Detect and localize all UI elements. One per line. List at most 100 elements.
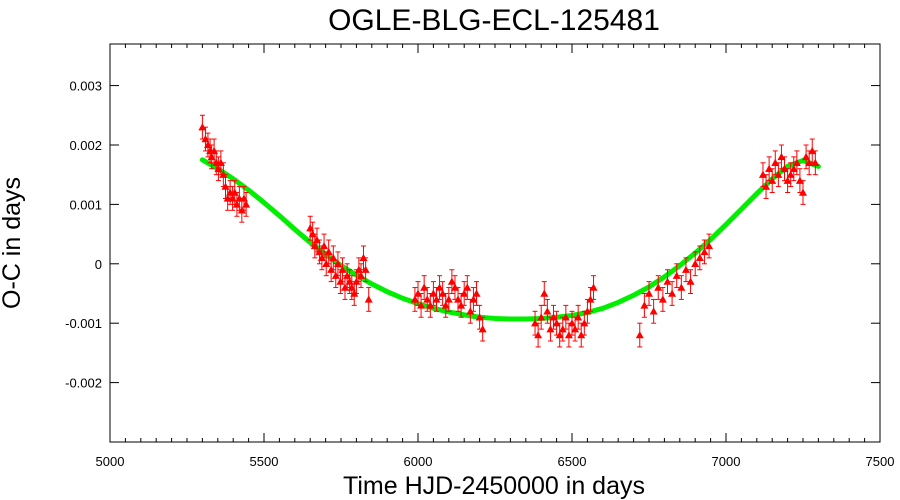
data-point: [795, 168, 804, 194]
data-point: [580, 310, 589, 336]
data-point: [677, 275, 686, 300]
triangle-marker: [695, 253, 704, 262]
data-point: [338, 257, 347, 283]
data-point: [786, 162, 795, 188]
triangle-marker: [580, 319, 589, 327]
triangle-marker: [320, 241, 329, 250]
data-point: [420, 275, 429, 300]
data-point: [469, 287, 478, 312]
y-tick-label: -0.002: [65, 376, 102, 391]
triangle-marker: [564, 331, 573, 339]
triangle-marker: [802, 152, 811, 161]
triangle-marker: [534, 331, 543, 339]
triangle-marker: [668, 289, 677, 297]
triangle-marker: [432, 295, 441, 303]
data-point: [534, 322, 543, 348]
data-point: [774, 162, 783, 188]
triangle-marker: [558, 325, 567, 333]
triangle-marker: [333, 259, 342, 267]
triangle-marker: [357, 271, 366, 279]
data-point: [695, 245, 704, 271]
data-point: [635, 322, 644, 348]
triangle-marker: [435, 283, 444, 291]
data-point: [645, 281, 653, 306]
data-point: [668, 281, 677, 306]
data-point: [361, 257, 370, 283]
triangle-marker: [426, 301, 435, 309]
triangle-marker: [705, 241, 714, 250]
data-point: [198, 114, 207, 140]
plot-frame: [109, 43, 881, 443]
triangle-marker: [555, 331, 564, 339]
labels-layer: 5000 5500 6000 6500 7000 7500 -0.002 -0.001 0 0.0…: [65, 79, 894, 469]
x-axis-title: Time HJD-2450000 in days: [343, 472, 645, 500]
triangle-marker: [649, 307, 658, 315]
data-point: [768, 168, 777, 194]
triangle-marker: [454, 295, 463, 303]
x-tick-label: 7500: [866, 454, 895, 469]
data-point: [663, 269, 672, 294]
data-point: [561, 304, 570, 330]
triangle-marker: [672, 271, 681, 279]
data-point: [329, 245, 338, 271]
triangle-marker: [423, 295, 432, 303]
triangle-marker: [531, 319, 540, 327]
triangle-marker: [444, 295, 453, 303]
data-point: [789, 156, 798, 182]
x-tick-label: 5000: [96, 454, 125, 469]
y-axis-title: O-C in days: [0, 177, 26, 309]
data-point: [457, 292, 466, 318]
triangle-marker: [658, 295, 667, 303]
ticks-layer: [109, 44, 881, 442]
x-tick-label: 7000: [712, 454, 741, 469]
triangle-marker: [198, 123, 207, 131]
data-point: [555, 322, 564, 348]
triangle-marker: [768, 176, 777, 184]
data-point: [799, 180, 807, 205]
triangle-marker: [568, 319, 576, 327]
triangle-marker: [762, 182, 771, 190]
triangle-marker: [589, 283, 598, 291]
data-point: [765, 156, 774, 182]
triangle-marker: [478, 325, 487, 333]
triangle-marker: [429, 289, 438, 297]
data-point: [792, 150, 801, 176]
triangle-marker: [640, 301, 649, 309]
data-point: [700, 239, 709, 265]
data-point: [444, 287, 453, 312]
data-point: [777, 144, 786, 170]
triangle-marker: [537, 313, 546, 321]
data-point: [808, 138, 817, 164]
data-point: [320, 233, 329, 259]
data-point: [552, 310, 561, 336]
x-tick-label: 6500: [558, 454, 587, 469]
triangle-marker: [586, 295, 595, 303]
y-tick-label: 0.002: [69, 138, 102, 153]
triangle-marker: [561, 313, 570, 321]
triangle-marker: [780, 164, 789, 172]
x-tick-label: 6000: [404, 454, 433, 469]
triangle-marker: [466, 307, 475, 315]
data-point: [574, 304, 583, 330]
data-point: [783, 168, 792, 194]
triangle-marker: [472, 289, 481, 297]
data-point: [460, 281, 469, 306]
triangle-marker: [635, 331, 644, 339]
triangle-marker: [795, 176, 804, 184]
data-point: [324, 239, 333, 265]
data-point: [771, 150, 780, 176]
triangle-marker: [457, 301, 466, 309]
data-point: [649, 298, 658, 324]
triangle-marker: [686, 277, 695, 285]
data-point: [681, 257, 690, 283]
triangle-marker: [681, 265, 690, 273]
data-point: [540, 281, 549, 306]
triangle-marker: [786, 170, 795, 178]
y-tick-label: 0: [95, 257, 102, 272]
data-point: [640, 292, 649, 318]
triangle-marker: [583, 307, 592, 315]
triangle-marker: [574, 313, 583, 321]
triangle-marker: [438, 289, 447, 297]
triangle-marker: [691, 259, 700, 267]
